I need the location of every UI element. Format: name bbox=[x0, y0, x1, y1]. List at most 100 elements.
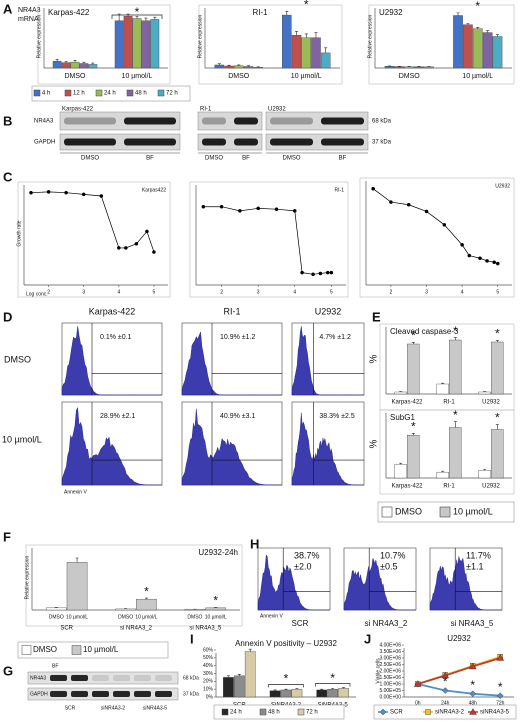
data-point bbox=[292, 209, 297, 213]
legend-box bbox=[213, 704, 345, 720]
data-point bbox=[495, 261, 500, 266]
bar bbox=[61, 62, 71, 69]
data-point bbox=[468, 662, 477, 670]
blot-band bbox=[64, 138, 116, 146]
percentage-label: 40.9% ±3.1 bbox=[220, 413, 255, 420]
error-bar bbox=[273, 689, 277, 691]
chart-title: U2932 bbox=[495, 183, 510, 189]
error-bar bbox=[73, 60, 77, 63]
data-point bbox=[478, 256, 482, 261]
error-bar bbox=[324, 47, 328, 53]
x-tick-label: 3 bbox=[425, 289, 428, 295]
legend-label: 48 h bbox=[135, 91, 147, 97]
lane-label: DMSO bbox=[205, 156, 223, 162]
y-tick-label: 0% bbox=[206, 694, 214, 700]
bracket bbox=[314, 683, 351, 687]
error-bar bbox=[217, 63, 221, 65]
significance-mark: * bbox=[475, 0, 480, 13]
data-point bbox=[134, 241, 139, 246]
x-tick-label: 3 bbox=[82, 289, 85, 295]
data-point bbox=[325, 270, 330, 275]
y-tick-label: 1.00E+06 bbox=[379, 681, 401, 687]
lane-label: BF bbox=[242, 156, 250, 162]
y-axis-title: Viable cells bbox=[375, 658, 381, 684]
legend-swatch bbox=[71, 645, 82, 655]
plot-frame bbox=[368, 4, 515, 85]
blot-band bbox=[71, 675, 88, 681]
error-bar bbox=[495, 424, 499, 430]
percentage-label: 28.9% ±2.1 bbox=[100, 413, 135, 420]
lane-label: DMSO bbox=[283, 156, 301, 162]
blot-strip bbox=[59, 133, 181, 151]
significance-mark: * bbox=[470, 678, 475, 692]
data-point bbox=[201, 204, 206, 209]
data-line bbox=[417, 683, 501, 697]
y-tick-label: 2.50E+06 bbox=[379, 662, 401, 668]
data-line bbox=[203, 206, 332, 275]
legend-label: DMSO bbox=[33, 645, 57, 654]
bar bbox=[132, 18, 142, 69]
data-line bbox=[417, 657, 501, 685]
error-bar bbox=[342, 687, 346, 689]
lane-label: siNR4A3-5 bbox=[143, 705, 167, 711]
blot-strip bbox=[197, 133, 263, 151]
legend-label: 24 h bbox=[104, 91, 116, 97]
category-label: si NR4A3_5 bbox=[189, 626, 222, 632]
panel-letter: B bbox=[3, 113, 12, 128]
flow-histogram bbox=[257, 554, 330, 611]
bar bbox=[482, 32, 493, 69]
x-tick-label: 3 bbox=[257, 289, 260, 295]
bar bbox=[404, 66, 415, 69]
data-point bbox=[371, 186, 375, 191]
significance-mark: * bbox=[453, 324, 458, 338]
error-bar bbox=[441, 470, 445, 473]
cell-line-label: Karpas-422 bbox=[89, 306, 136, 316]
blot-band bbox=[92, 675, 109, 681]
bar bbox=[414, 66, 424, 69]
chart-title: Karpas422 bbox=[142, 187, 166, 193]
legend-swatch bbox=[95, 89, 103, 97]
blot-band bbox=[321, 138, 364, 146]
y-axis-title: Relative expression bbox=[36, 14, 42, 58]
x-tick-label: 2 bbox=[220, 289, 223, 295]
blot-band bbox=[234, 117, 258, 125]
bar bbox=[311, 37, 321, 69]
error-bar bbox=[314, 32, 318, 38]
error-bar bbox=[248, 648, 252, 652]
bar-label: 10 µmol/L bbox=[135, 614, 157, 620]
bar bbox=[463, 24, 473, 69]
error-bar bbox=[495, 340, 499, 342]
panel-letter: F bbox=[3, 529, 11, 544]
legend-label: 10 µmol/L bbox=[83, 645, 119, 654]
x-tick-label: 4 bbox=[117, 289, 120, 295]
legend-box bbox=[17, 641, 169, 659]
y-tick-label: 4.00E+06 bbox=[379, 642, 401, 648]
legend-box bbox=[377, 501, 515, 523]
data-line bbox=[372, 188, 498, 264]
percentage-label: 38.7% bbox=[294, 550, 320, 560]
sample-label: SCR bbox=[292, 619, 309, 628]
error-bar bbox=[320, 688, 324, 690]
cell-line-label: Karpas-422 bbox=[62, 107, 94, 113]
blot-band bbox=[50, 691, 67, 697]
error-bar bbox=[144, 17, 148, 21]
x-tick-label: 5 bbox=[496, 289, 499, 295]
data-point bbox=[329, 270, 334, 275]
significance-mark: * bbox=[284, 672, 289, 686]
bar bbox=[224, 65, 234, 69]
y-tick-label: 10% bbox=[203, 686, 214, 692]
x-tick-label: 4 bbox=[461, 289, 464, 295]
size-label: 37 kDa bbox=[183, 691, 199, 697]
error-bar bbox=[246, 65, 250, 67]
legend-label: siNR4A3-5 bbox=[480, 710, 510, 716]
x-tick-label: 4 bbox=[293, 289, 296, 295]
flow-histogram bbox=[61, 406, 162, 486]
legend-label: 10 µmol/L bbox=[453, 506, 493, 516]
data-point bbox=[424, 209, 429, 214]
data-point bbox=[406, 202, 411, 207]
bar-label: 10 µmol/L bbox=[66, 614, 88, 620]
x-tick-label: 2 bbox=[390, 289, 393, 295]
percentage-label: ±1.1 bbox=[466, 561, 483, 571]
blot-band bbox=[124, 117, 176, 125]
data-point bbox=[496, 654, 505, 661]
